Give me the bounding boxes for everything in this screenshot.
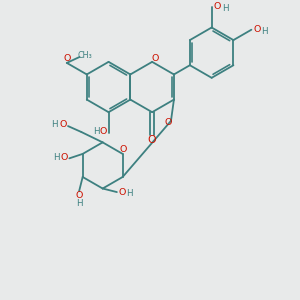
Text: H: H <box>51 120 58 129</box>
Text: O: O <box>64 54 71 63</box>
Text: O: O <box>59 120 66 129</box>
Text: O: O <box>213 2 221 11</box>
Text: H: H <box>261 27 268 36</box>
Text: H: H <box>53 153 59 162</box>
Text: O: O <box>118 188 126 196</box>
Text: O: O <box>148 135 157 145</box>
Text: H: H <box>222 4 228 13</box>
Text: O: O <box>119 145 127 154</box>
Text: O: O <box>100 127 107 136</box>
Text: O: O <box>75 191 83 200</box>
Text: H: H <box>127 189 133 198</box>
Text: H: H <box>93 127 100 136</box>
Text: O: O <box>253 25 260 34</box>
Text: O: O <box>164 118 172 127</box>
Text: O: O <box>152 54 159 63</box>
Text: CH₃: CH₃ <box>77 51 92 60</box>
Text: O: O <box>60 153 68 162</box>
Text: H: H <box>76 199 83 208</box>
